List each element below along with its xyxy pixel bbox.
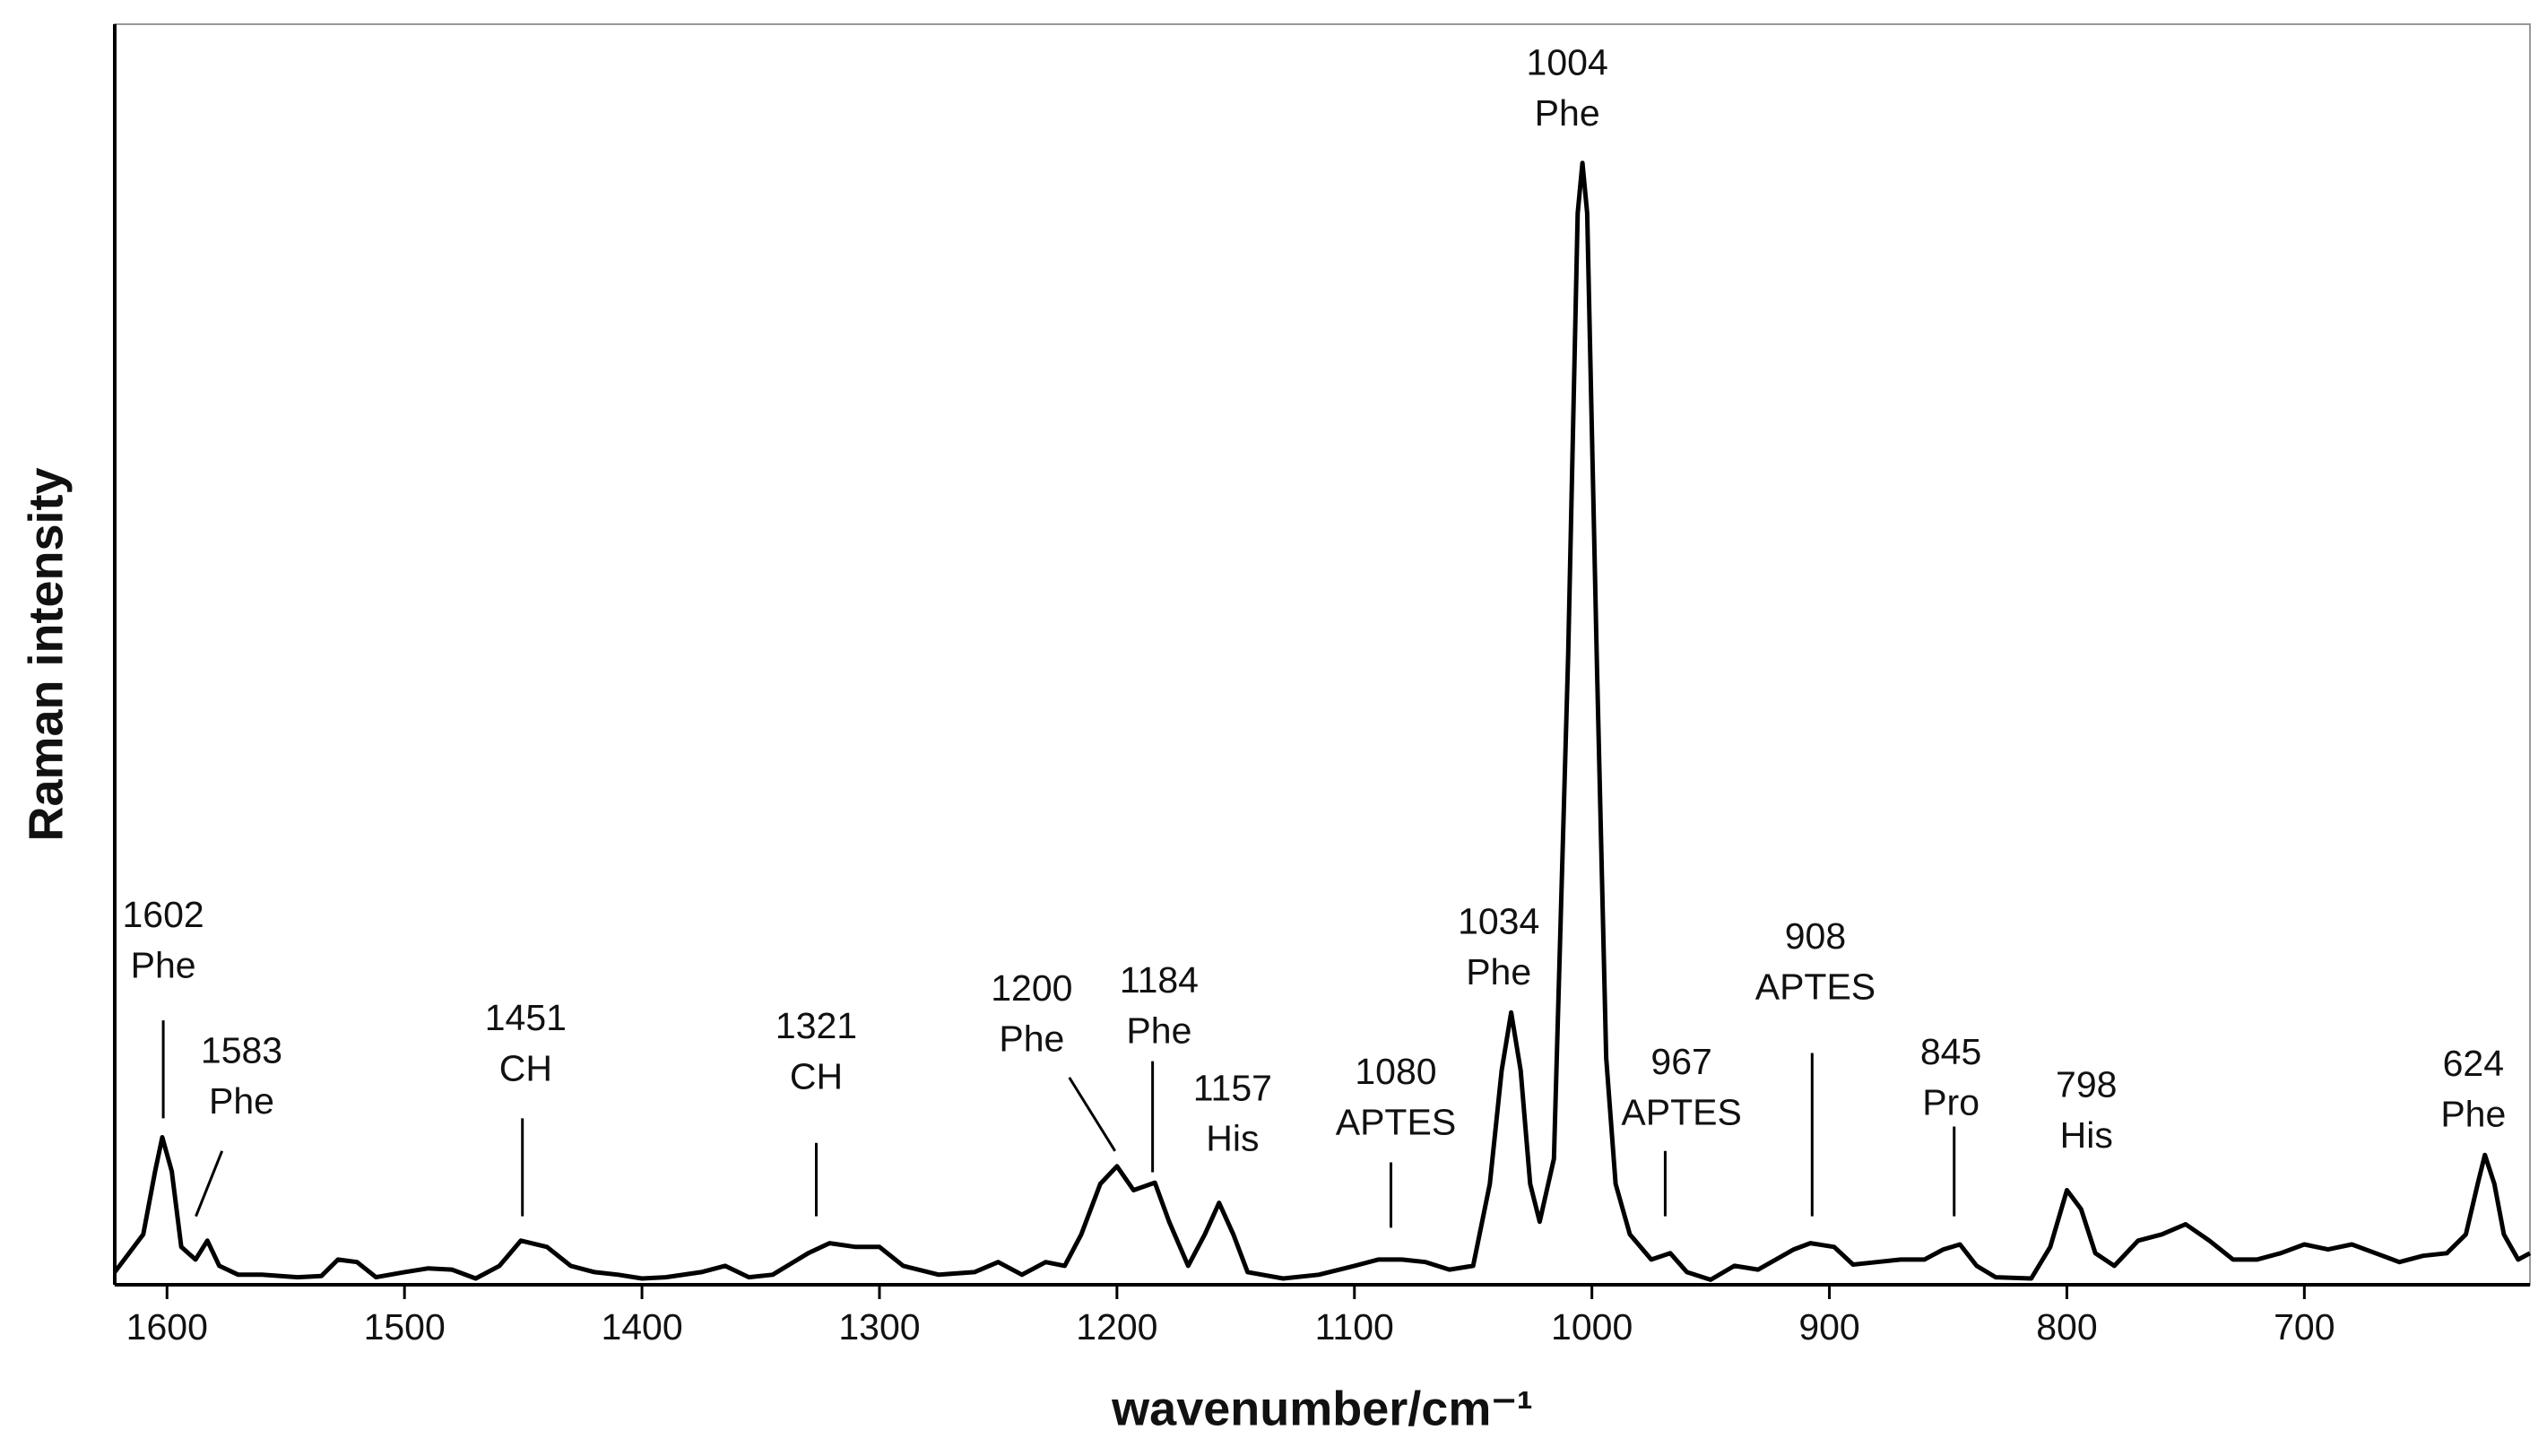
x-tick-label: 700: [2274, 1306, 2335, 1348]
peak-assignment: APTES: [1621, 1092, 1741, 1133]
x-tick-label: 1000: [1551, 1306, 1633, 1348]
peak-assignment: APTES: [1336, 1101, 1456, 1142]
peak-wavenumber: 1583: [201, 1029, 282, 1070]
peak-wavenumber: 1080: [1355, 1051, 1436, 1092]
x-tick-label: 900: [1798, 1306, 1859, 1348]
x-tick-label: 1400: [601, 1306, 682, 1348]
peak-wavenumber: 1184: [1120, 959, 1199, 1001]
peak-assignment: His: [2060, 1114, 2113, 1156]
peak-wavenumber: 1321: [775, 1005, 857, 1046]
x-tick-label: 800: [2036, 1306, 2097, 1348]
peak-wavenumber: 1157: [1193, 1067, 1272, 1108]
peak-assignment: Phe: [1466, 951, 1531, 992]
peak-assignment: CH: [499, 1047, 552, 1088]
peak-wavenumber: 1004: [1527, 42, 1608, 83]
spectrum-line: [113, 160, 2532, 1282]
peak-wavenumber: 908: [1785, 915, 1846, 957]
x-tick-label: 1300: [838, 1306, 920, 1348]
x-tick-label: 1100: [1315, 1306, 1394, 1348]
leader-line: [1068, 1077, 1117, 1152]
plot-frame: [114, 23, 2531, 1286]
peak-assignment: Pro: [1922, 1082, 1980, 1123]
x-tick-label: 1200: [1076, 1306, 1157, 1348]
peak-wavenumber: 624: [2443, 1043, 2504, 1084]
leader-line: [195, 1150, 224, 1218]
peak-assignment: Phe: [209, 1080, 274, 1122]
y-axis-title: Raman intensity: [19, 467, 73, 841]
x-tick-label: 1600: [126, 1306, 208, 1348]
peak-wavenumber: 1200: [991, 967, 1072, 1009]
peak-assignment: APTES: [1755, 966, 1876, 1007]
peak-wavenumber: 1034: [1458, 901, 1539, 942]
peak-wavenumber: 967: [1650, 1041, 1711, 1082]
peak-assignment: Phe: [131, 945, 196, 986]
peak-assignment: Phe: [999, 1018, 1064, 1060]
x-axis-title: wavenumber/cm⁻¹: [1111, 1382, 1533, 1435]
peak-wavenumber: 845: [1920, 1031, 1981, 1072]
peak-assignment: CH: [790, 1056, 843, 1097]
peak-assignment: Phe: [1126, 1010, 1191, 1052]
peak-assignment: His: [1206, 1118, 1259, 1159]
x-tick-label: 1500: [364, 1306, 446, 1348]
peak-assignment: Phe: [2440, 1093, 2506, 1134]
peak-wavenumber: 1602: [122, 894, 204, 935]
peak-wavenumber: 1451: [485, 997, 567, 1038]
peak-assignment: Phe: [1535, 92, 1600, 134]
peak-wavenumber: 798: [2056, 1064, 2117, 1105]
